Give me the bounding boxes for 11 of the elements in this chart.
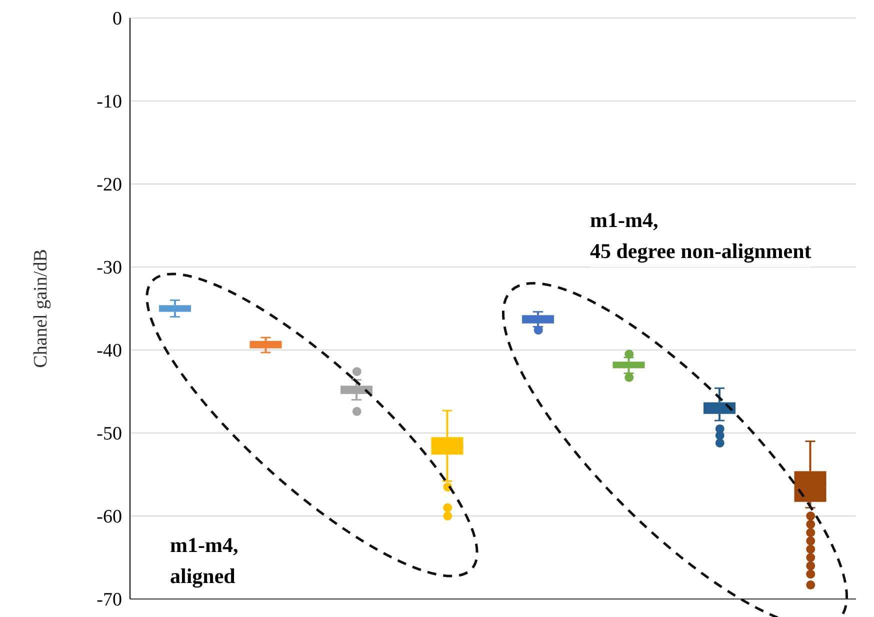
y-tick-label: -30 bbox=[96, 258, 122, 279]
y-tick-label: -50 bbox=[96, 424, 122, 445]
y-tick-label: 0 bbox=[112, 8, 122, 30]
y-tick-label: -60 bbox=[96, 506, 122, 528]
y-tick-label: -40 bbox=[96, 340, 122, 362]
y-tick-label: -10 bbox=[96, 92, 122, 113]
y-tick-label: -20 bbox=[96, 174, 122, 196]
y-axis-title: Chanel gain/dB bbox=[30, 249, 52, 368]
annotation: m1-m4, 45 degree non-alignment bbox=[590, 205, 812, 267]
annotation: m1-m4, aligned bbox=[170, 530, 238, 592]
y-tick-label: -70 bbox=[96, 590, 122, 611]
